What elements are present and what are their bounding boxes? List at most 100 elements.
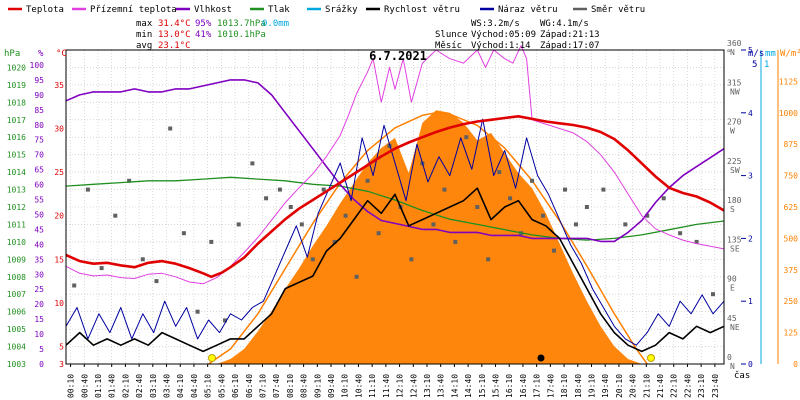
moon-sun-markers bbox=[208, 354, 655, 362]
temperature-tick-label: 35 bbox=[54, 81, 64, 90]
unit-mm-top: 1 bbox=[764, 60, 769, 70]
wind-dir-point bbox=[140, 257, 145, 262]
wind-dir-tick-label: 315 bbox=[727, 78, 742, 87]
moonset-marker bbox=[537, 354, 545, 362]
wind-dir-point bbox=[601, 187, 606, 192]
x-tick-label: 03:40 bbox=[163, 374, 172, 398]
info-wg: WG:4.1m/s bbox=[540, 19, 589, 29]
wind-dir-point bbox=[694, 239, 699, 244]
x-tick-label: 04:40 bbox=[190, 374, 199, 398]
wind-dir-point bbox=[332, 239, 337, 244]
pressure-tick-label: 1010 bbox=[7, 238, 26, 247]
pressure-tick-label: 1005 bbox=[7, 325, 26, 334]
x-tick-label: 08:40 bbox=[300, 374, 309, 398]
wind-dir-compass-label: NW bbox=[730, 87, 740, 96]
pressure-tick-label: 1004 bbox=[7, 343, 26, 352]
unit-ms-top: 5 bbox=[752, 60, 757, 70]
temperature-tick-label: 30 bbox=[54, 125, 64, 134]
wind-dir-point bbox=[623, 222, 628, 227]
humidity-tick-label: 20 bbox=[34, 300, 44, 309]
wind-tick-label: 2 bbox=[748, 234, 753, 243]
wind-dir-point bbox=[409, 257, 414, 262]
wind-dir-point bbox=[85, 187, 90, 192]
x-tick-label: 08:10 bbox=[286, 374, 295, 398]
humidity-tick-label: 15 bbox=[34, 315, 44, 324]
wind-dir-point bbox=[442, 187, 447, 192]
stat-max-press: 1013.7hPa bbox=[217, 19, 266, 29]
pressure-tick-label: 1009 bbox=[7, 255, 26, 264]
humidity-tick-label: 5 bbox=[39, 345, 44, 354]
solar-tick-label: 1000 bbox=[779, 109, 798, 118]
x-tick-label: 10:40 bbox=[354, 374, 363, 398]
wind-dir-tick-label: 360 bbox=[727, 39, 742, 48]
wind-dir-point bbox=[508, 196, 513, 201]
wind-dir-tick-label: 270 bbox=[727, 118, 742, 127]
wind-tick-label: 0 bbox=[748, 360, 753, 369]
wind-dir-point bbox=[475, 205, 480, 209]
x-tick-label: 19:40 bbox=[601, 374, 610, 398]
moonrise-marker bbox=[208, 354, 216, 362]
legend-label: Náraz větru bbox=[498, 5, 558, 15]
x-tick-label: 23:40 bbox=[711, 374, 720, 398]
humidity-tick-label: 55 bbox=[34, 196, 44, 205]
pressure-tick-label: 1020 bbox=[7, 63, 26, 72]
unit-mm: mm bbox=[765, 49, 776, 59]
humidity-tick-label: 60 bbox=[34, 181, 44, 190]
x-tick-label: 15:10 bbox=[478, 374, 487, 398]
wind-dir-compass-label: NE bbox=[730, 323, 740, 332]
wind-dir-point bbox=[209, 239, 214, 244]
wind-dir-point bbox=[486, 257, 491, 262]
x-tick-label: 16:40 bbox=[519, 374, 528, 398]
wind-dir-point bbox=[365, 178, 370, 183]
wind-dir-point bbox=[99, 266, 104, 271]
solar-tick-label: 500 bbox=[784, 234, 799, 243]
x-tick-label: 22:40 bbox=[683, 374, 692, 398]
x-tick-label: 06:10 bbox=[231, 374, 240, 398]
humidity-tick-label: 45 bbox=[34, 225, 44, 234]
wind-tick-label: 1 bbox=[748, 297, 753, 306]
wind-dir-point bbox=[584, 205, 589, 209]
pressure-tick-label: 1008 bbox=[7, 273, 26, 282]
x-tick-label: 01:10 bbox=[94, 374, 103, 398]
x-tick-label: 09:40 bbox=[327, 374, 336, 398]
wind-dir-compass-label: W bbox=[730, 127, 735, 136]
x-tick-label: 05:10 bbox=[204, 374, 213, 398]
wind-dir-tick-label: 90 bbox=[727, 275, 737, 284]
stat-max-hum: 95% bbox=[195, 19, 212, 29]
wind-dir-compass-label: E bbox=[730, 284, 735, 293]
pressure-line bbox=[65, 176, 725, 241]
wind-dir-compass-label: N bbox=[730, 48, 735, 57]
solar-tick-label: 875 bbox=[784, 140, 799, 149]
wind-dir-tick-label: 225 bbox=[727, 157, 742, 166]
x-tick-label: 11:40 bbox=[382, 374, 391, 398]
humidity-tick-label: 50 bbox=[34, 210, 44, 219]
x-tick-label: 01:40 bbox=[108, 374, 117, 398]
solar-radiation-area bbox=[216, 110, 642, 364]
solar-tick-label: 125 bbox=[784, 329, 799, 338]
humidity-tick-label: 25 bbox=[34, 285, 44, 294]
pressure-tick-label: 1012 bbox=[7, 203, 26, 212]
pressure-tick-label: 1016 bbox=[7, 133, 26, 142]
wind-dir-compass-label: S bbox=[730, 205, 735, 214]
wind-tick-label: 5 bbox=[748, 46, 753, 55]
solar-theory-line bbox=[208, 112, 648, 365]
x-tick-label: 20:10 bbox=[615, 374, 624, 398]
x-tick-label: 17:40 bbox=[546, 374, 555, 398]
pressure-tick-label: 1017 bbox=[7, 116, 26, 125]
sunset-marker bbox=[647, 354, 655, 362]
unit-hpa: hPa bbox=[4, 49, 20, 59]
x-tick-label: 17:10 bbox=[533, 374, 542, 398]
info-block: WS:3.2m/s WG:4.1m/s Slunce Východ:05:09 … bbox=[435, 19, 600, 51]
wind-dir-point bbox=[168, 126, 173, 131]
wind-dir-point bbox=[574, 222, 578, 227]
legend: Teplota Přízemní teplota Vlhkost Tlak Srážky… bbox=[8, 5, 645, 15]
temperature-tick-label: 15 bbox=[54, 255, 64, 264]
legend-label: Srážky bbox=[325, 5, 358, 15]
x-tick-label: 13:40 bbox=[437, 374, 446, 398]
wind-dir-point bbox=[264, 196, 269, 201]
wind-dir-point bbox=[453, 239, 458, 244]
pressure-tick-label: 1007 bbox=[7, 290, 26, 299]
x-tick-label: 11:10 bbox=[368, 374, 377, 398]
x-tick-label: 00:10 bbox=[67, 374, 76, 398]
